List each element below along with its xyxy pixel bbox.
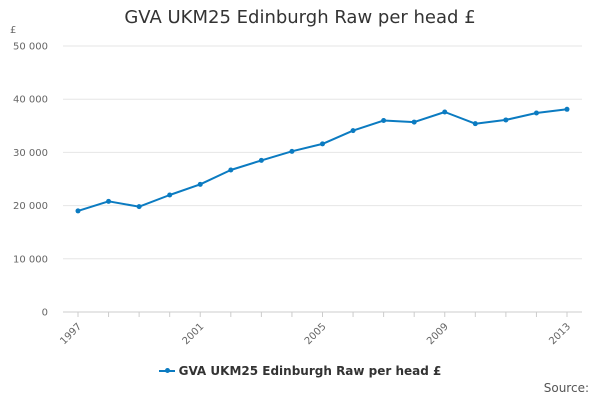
- legend[interactable]: GVA UKM25 Edinburgh Raw per head £: [0, 364, 600, 379]
- data-point[interactable]: [533, 110, 539, 116]
- x-tick-label: 2013: [547, 321, 573, 347]
- data-point[interactable]: [320, 141, 325, 147]
- data-point[interactable]: [289, 148, 295, 154]
- y-tick-label: 20 000: [13, 201, 48, 212]
- data-point[interactable]: [106, 198, 112, 204]
- y-tick-label: 10 000: [13, 254, 48, 265]
- data-point[interactable]: [350, 128, 356, 134]
- x-tick-label: 2001: [181, 321, 207, 347]
- x-axis: 1997 2001 2005 2009 2013: [58, 312, 573, 347]
- data-point[interactable]: [503, 117, 509, 123]
- data-point[interactable]: [442, 109, 448, 115]
- data-point[interactable]: [167, 192, 173, 198]
- x-tick-label: 2005: [303, 321, 329, 347]
- data-point[interactable]: [136, 204, 142, 210]
- y-axis: 0 10 000 20 000 30 000 40 000 50 000: [13, 42, 48, 319]
- data-point[interactable]: [258, 157, 264, 163]
- source-credit[interactable]: Source:: [543, 381, 589, 395]
- gridlines: [63, 45, 582, 313]
- x-tick-label: 1997: [58, 321, 84, 347]
- data-point[interactable]: [197, 181, 203, 187]
- y-tick-label: 40 000: [13, 95, 48, 106]
- data-point[interactable]: [411, 119, 417, 125]
- series-line[interactable]: [77, 108, 568, 212]
- legend-line-icon: [158, 366, 175, 376]
- y-tick-label: 0: [42, 308, 48, 319]
- data-point[interactable]: [381, 117, 387, 123]
- legend-label: GVA UKM25 Edinburgh Raw per head £: [178, 364, 442, 378]
- y-axis-unit-label: £: [10, 25, 16, 36]
- chart-title: GVA UKM25 Edinburgh Raw per head £: [124, 7, 476, 28]
- data-point[interactable]: [228, 167, 234, 173]
- data-point[interactable]: [75, 208, 81, 214]
- y-tick-label: 30 000: [13, 148, 48, 159]
- y-tick-label: 50 000: [13, 42, 48, 53]
- series-line-group: [75, 106, 570, 214]
- legend-item[interactable]: GVA UKM25 Edinburgh Raw per head £: [158, 364, 442, 378]
- x-tick-label: 2009: [425, 321, 451, 347]
- data-point[interactable]: [472, 121, 478, 127]
- data-point[interactable]: [564, 106, 570, 112]
